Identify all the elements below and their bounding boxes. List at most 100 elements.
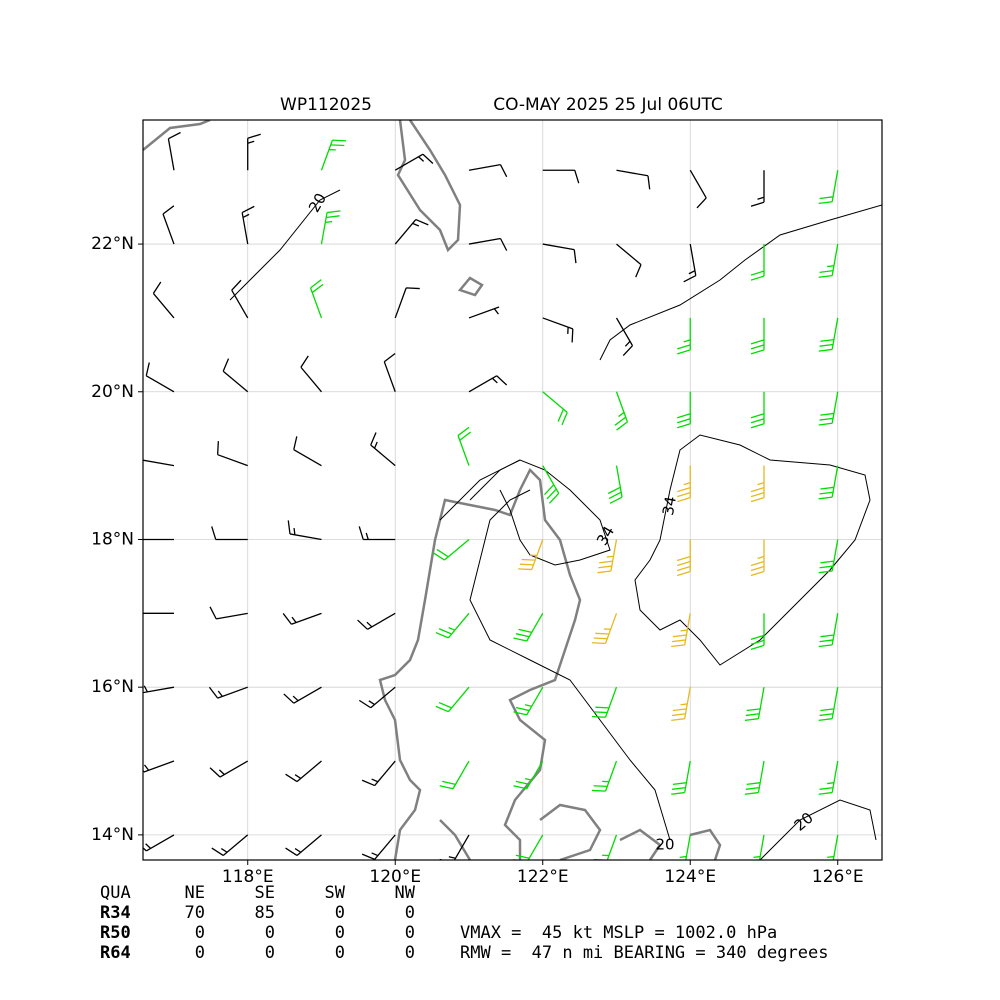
table-cell: R34 bbox=[100, 903, 131, 923]
title-left: WP112025 bbox=[280, 95, 372, 115]
wind-barb bbox=[300, 355, 322, 393]
map-frame bbox=[142, 119, 883, 861]
wind-barb bbox=[282, 612, 322, 625]
y-tick-label: 22°N bbox=[91, 234, 134, 254]
wind-barb bbox=[361, 834, 396, 860]
wind-barb bbox=[143, 834, 175, 852]
wind-barb bbox=[542, 317, 574, 343]
wind-barb bbox=[394, 218, 429, 245]
table-cell: 0 bbox=[265, 943, 275, 963]
y-tick-label: 14°N bbox=[91, 825, 134, 845]
wind-barb bbox=[320, 210, 341, 245]
wind-barb bbox=[152, 281, 175, 319]
wind-barb bbox=[513, 760, 544, 790]
wind-barb bbox=[383, 352, 396, 392]
wind-barb bbox=[162, 205, 175, 245]
wind-barb bbox=[518, 539, 544, 571]
wind-barb bbox=[818, 687, 839, 722]
wind-barb bbox=[439, 760, 470, 790]
table-cell: 85 bbox=[255, 903, 275, 923]
wind-barb bbox=[320, 139, 347, 171]
table-cell: R50 bbox=[100, 923, 131, 943]
table-header: SE bbox=[255, 883, 275, 903]
table-cell: 0 bbox=[335, 903, 345, 923]
wind-barb bbox=[616, 243, 642, 278]
title-right: CO-MAY 2025 25 Jul 06UTC bbox=[493, 95, 723, 115]
wind-barb bbox=[753, 834, 765, 860]
coastline bbox=[143, 120, 484, 297]
wind-barb bbox=[309, 279, 324, 319]
barb-layer bbox=[143, 131, 839, 860]
wind-barb bbox=[616, 169, 651, 190]
table-cell: 0 bbox=[405, 903, 415, 923]
wind-barb bbox=[671, 687, 691, 722]
x-tick-label: 118°E bbox=[222, 867, 274, 887]
wind-barb bbox=[217, 441, 248, 467]
coastlines bbox=[143, 120, 722, 860]
wind-barb bbox=[750, 539, 765, 577]
wind-barb bbox=[597, 539, 618, 574]
wind-barb bbox=[683, 243, 697, 283]
table-cell: 0 bbox=[195, 943, 205, 963]
coastline bbox=[378, 467, 582, 860]
contours bbox=[229, 189, 882, 860]
wind-barb bbox=[285, 760, 322, 783]
table-cell: 0 bbox=[335, 943, 345, 963]
contour-line bbox=[469, 204, 882, 860]
wind-barb bbox=[143, 685, 175, 694]
wind-barb bbox=[750, 170, 765, 207]
table-cell: R64 bbox=[100, 943, 131, 963]
wind-barb bbox=[435, 612, 470, 639]
wind-barb bbox=[357, 612, 396, 630]
wind-barb bbox=[513, 686, 544, 716]
wind-barb bbox=[542, 243, 577, 264]
wind-barb bbox=[370, 432, 396, 467]
wind-barb bbox=[818, 391, 839, 426]
wind-barb bbox=[209, 606, 248, 620]
contour-line bbox=[469, 434, 871, 666]
wind-barb bbox=[468, 237, 508, 251]
wind-barb bbox=[827, 834, 839, 860]
wind-barb bbox=[671, 613, 691, 648]
wind-barb bbox=[468, 375, 508, 393]
x-tick-label: 124°E bbox=[664, 867, 716, 887]
wind-barb bbox=[750, 465, 765, 503]
wind-barb bbox=[750, 613, 765, 650]
wind-barb bbox=[143, 459, 175, 467]
wind-barb bbox=[744, 687, 765, 722]
wind-barb bbox=[468, 306, 500, 319]
wind-barb bbox=[818, 170, 839, 205]
wind-barb bbox=[361, 760, 396, 787]
wind-barb bbox=[542, 391, 568, 426]
table-cell: 0 bbox=[335, 923, 345, 943]
wind-barb bbox=[358, 686, 396, 709]
info-line: VMAX = 45 kt MSLP = 1002.0 hPa bbox=[460, 923, 777, 943]
wind-barb bbox=[143, 760, 175, 773]
table-cell: 0 bbox=[195, 923, 205, 943]
table-header: NE bbox=[185, 883, 205, 903]
wind-barb bbox=[750, 391, 765, 429]
wind-barb bbox=[818, 465, 839, 500]
table-cell: 0 bbox=[265, 923, 275, 943]
wind-barb bbox=[677, 391, 691, 429]
wind-barb bbox=[439, 834, 470, 860]
y-tick-label: 20°N bbox=[91, 382, 134, 402]
wind-barb bbox=[211, 526, 248, 541]
wind-barb bbox=[591, 686, 618, 718]
wind-barb bbox=[457, 426, 471, 466]
wind-barb bbox=[209, 760, 249, 778]
wind-barb bbox=[285, 834, 322, 857]
wind-barb bbox=[468, 164, 508, 178]
wind-barb bbox=[143, 538, 174, 541]
wind-barb bbox=[293, 436, 322, 467]
table-header: QUA bbox=[100, 883, 131, 903]
wind-barb bbox=[358, 526, 396, 541]
wind-barb bbox=[247, 133, 261, 171]
wind-barb bbox=[513, 613, 544, 642]
wind-barb bbox=[432, 538, 470, 561]
x-tick-label: 126°E bbox=[812, 867, 864, 887]
wind-barb bbox=[615, 317, 634, 357]
wind-barb bbox=[208, 686, 248, 699]
wind-barb bbox=[744, 760, 765, 795]
